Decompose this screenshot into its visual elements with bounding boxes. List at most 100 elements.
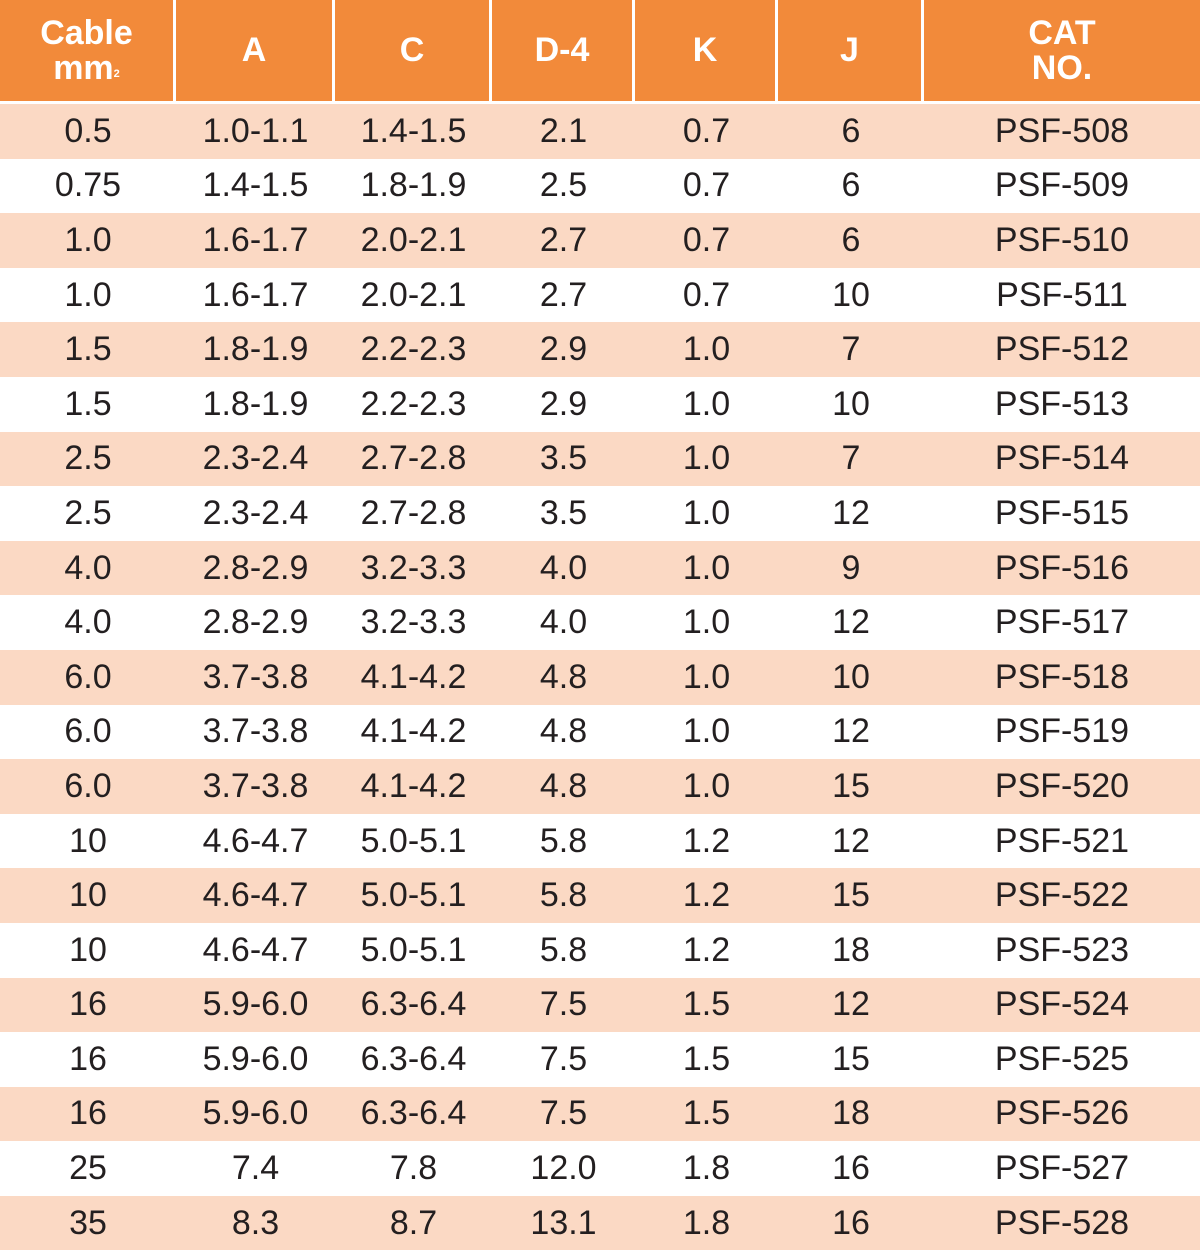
cell-d-4: 4.8 xyxy=(492,704,635,760)
cell-cable-mm2: 1.0 xyxy=(0,213,176,268)
table-row: 10 4.6-4.7 5.0-5.1 5.8 1.2 12 PSF-521 xyxy=(0,813,1200,869)
cell-k: 1.0 xyxy=(635,486,778,541)
cell-cable-mm2: 16 xyxy=(0,1032,176,1087)
header-cat-line2: NO. xyxy=(1031,48,1093,87)
cell-j: 12 xyxy=(778,486,924,541)
header-cat-no: CAT NO. xyxy=(924,0,1200,104)
cell-c: 6.3-6.4 xyxy=(335,1032,492,1087)
cell-cable-mm2: 6.0 xyxy=(0,759,176,814)
cell-d-4: 3.5 xyxy=(492,486,635,541)
cell-a: 3.7-3.8 xyxy=(176,649,335,705)
table-row: 10 4.6-4.7 5.0-5.1 5.8 1.2 15 PSF-522 xyxy=(0,868,1200,923)
header-k-label: K xyxy=(692,31,718,69)
cell-cable-mm2: 16 xyxy=(0,1086,176,1142)
cell-k: 1.5 xyxy=(635,1086,778,1142)
cell-c: 1.8-1.9 xyxy=(335,158,492,214)
cell-d-4: 5.8 xyxy=(492,922,635,978)
cell-cable-mm2: 0.75 xyxy=(0,158,176,214)
table-row: 1.0 1.6-1.7 2.0-2.1 2.7 0.7 10 PSF-511 xyxy=(0,267,1200,323)
cell-j: 10 xyxy=(778,267,924,323)
table-row: 16 5.9-6.0 6.3-6.4 7.5 1.5 18 PSF-526 xyxy=(0,1086,1200,1142)
cell-cable-mm2: 1.0 xyxy=(0,267,176,323)
cell-cat-no: PSF-525 xyxy=(924,1032,1200,1087)
cell-cable-mm2: 2.5 xyxy=(0,486,176,541)
cell-cat-no: PSF-510 xyxy=(924,213,1200,268)
cell-c: 3.2-3.3 xyxy=(335,540,492,596)
cell-a: 2.3-2.4 xyxy=(176,486,335,541)
header-c-label: C xyxy=(399,31,425,69)
header-cable-superscript: 2 xyxy=(113,67,120,80)
cell-c: 5.0-5.1 xyxy=(335,813,492,869)
cell-cat-no: PSF-509 xyxy=(924,158,1200,214)
cell-d-4: 2.9 xyxy=(492,376,635,432)
cell-j: 15 xyxy=(778,759,924,814)
cell-c: 2.2-2.3 xyxy=(335,376,492,432)
cell-j: 16 xyxy=(778,1141,924,1196)
cell-a: 5.9-6.0 xyxy=(176,977,335,1033)
cell-c: 5.0-5.1 xyxy=(335,922,492,978)
cell-cat-no: PSF-514 xyxy=(924,431,1200,487)
cell-a: 4.6-4.7 xyxy=(176,813,335,869)
table-row: 1.5 1.8-1.9 2.2-2.3 2.9 1.0 10 PSF-513 xyxy=(0,376,1200,432)
cell-cat-no: PSF-517 xyxy=(924,595,1200,650)
cell-cat-no: PSF-523 xyxy=(924,922,1200,978)
header-a: A xyxy=(176,0,335,104)
cell-k: 1.0 xyxy=(635,322,778,377)
cell-k: 1.0 xyxy=(635,540,778,596)
cell-cat-no: PSF-528 xyxy=(924,1195,1200,1250)
cell-cable-mm2: 10 xyxy=(0,868,176,923)
cell-j: 6 xyxy=(778,213,924,268)
table-row: 35 8.3 8.7 13.1 1.8 16 PSF-528 xyxy=(0,1195,1200,1250)
cell-cable-mm2: 4.0 xyxy=(0,540,176,596)
table-row: 6.0 3.7-3.8 4.1-4.2 4.8 1.0 10 PSF-518 xyxy=(0,649,1200,705)
cell-c: 3.2-3.3 xyxy=(335,595,492,650)
table-row: 16 5.9-6.0 6.3-6.4 7.5 1.5 12 PSF-524 xyxy=(0,977,1200,1033)
cell-cat-no: PSF-524 xyxy=(924,977,1200,1033)
header-c: C xyxy=(335,0,492,104)
cell-j: 18 xyxy=(778,922,924,978)
cell-j: 10 xyxy=(778,649,924,705)
cell-j: 12 xyxy=(778,704,924,760)
cell-cat-no: PSF-512 xyxy=(924,322,1200,377)
cell-a: 8.3 xyxy=(176,1195,335,1250)
cell-d-4: 2.7 xyxy=(492,267,635,323)
cell-c: 2.0-2.1 xyxy=(335,267,492,323)
cell-k: 1.0 xyxy=(635,431,778,487)
cell-cable-mm2: 10 xyxy=(0,813,176,869)
cell-cable-mm2: 4.0 xyxy=(0,595,176,650)
cell-c: 4.1-4.2 xyxy=(335,759,492,814)
cell-j: 7 xyxy=(778,431,924,487)
cell-j: 7 xyxy=(778,322,924,377)
table-row: 0.5 1.0-1.1 1.4-1.5 2.1 0.7 6 PSF-508 xyxy=(0,104,1200,159)
cell-c: 8.7 xyxy=(335,1195,492,1250)
cell-d-4: 12.0 xyxy=(492,1141,635,1196)
cell-cable-mm2: 25 xyxy=(0,1141,176,1196)
cell-c: 5.0-5.1 xyxy=(335,868,492,923)
cell-k: 1.8 xyxy=(635,1141,778,1196)
table-row: 6.0 3.7-3.8 4.1-4.2 4.8 1.0 12 PSF-519 xyxy=(0,704,1200,760)
cell-a: 1.0-1.1 xyxy=(176,104,335,159)
cell-d-4: 2.1 xyxy=(492,104,635,159)
cell-d-4: 7.5 xyxy=(492,1032,635,1087)
cell-k: 1.0 xyxy=(635,759,778,814)
table-row: 16 5.9-6.0 6.3-6.4 7.5 1.5 15 PSF-525 xyxy=(0,1032,1200,1087)
cell-d-4: 5.8 xyxy=(492,868,635,923)
table-row: 0.75 1.4-1.5 1.8-1.9 2.5 0.7 6 PSF-509 xyxy=(0,158,1200,214)
cell-a: 1.8-1.9 xyxy=(176,322,335,377)
cell-k: 1.5 xyxy=(635,977,778,1033)
cell-k: 1.0 xyxy=(635,649,778,705)
cell-k: 1.0 xyxy=(635,704,778,760)
cell-a: 4.6-4.7 xyxy=(176,922,335,978)
cell-c: 2.0-2.1 xyxy=(335,213,492,268)
cell-c: 7.8 xyxy=(335,1141,492,1196)
cell-a: 2.8-2.9 xyxy=(176,595,335,650)
cell-a: 5.9-6.0 xyxy=(176,1032,335,1087)
cell-k: 0.7 xyxy=(635,158,778,214)
table-header: Cable mm2 A C D-4 K J CAT NO. xyxy=(0,0,1200,104)
header-j-label: J xyxy=(840,31,859,69)
cell-cable-mm2: 0.5 xyxy=(0,104,176,159)
cell-d-4: 2.5 xyxy=(492,158,635,214)
header-cable-line2: mm xyxy=(53,48,114,87)
